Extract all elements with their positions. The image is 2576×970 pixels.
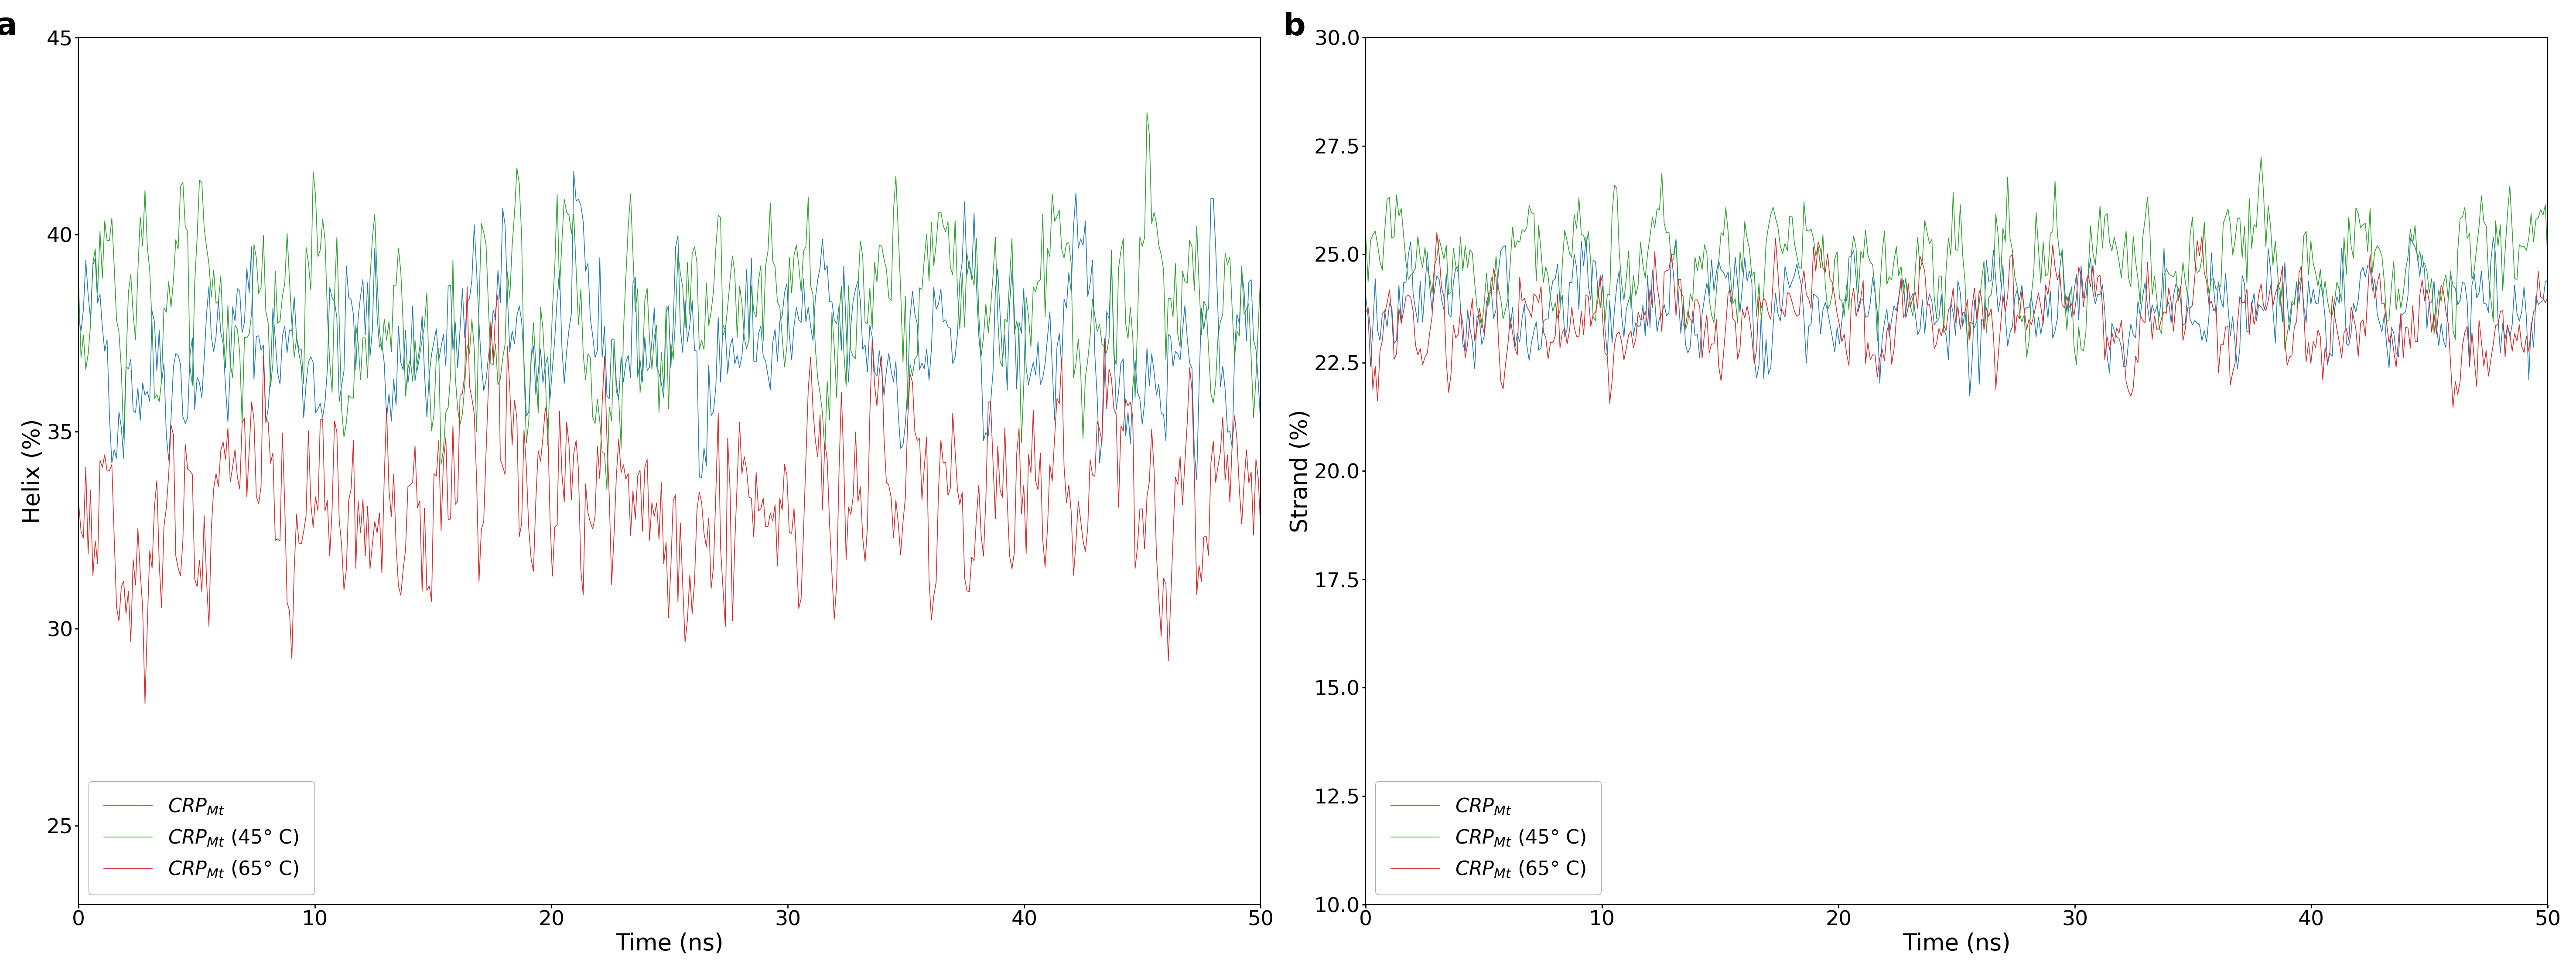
$\mathit{CRP_{Mt}}$ (45° C): [2053, 292, 2084, 304]
$\mathit{CRP_{Mt}}$: [2509, 281, 2540, 293]
X-axis label: Time (ns): Time (ns): [616, 932, 724, 954]
$\mathit{CRP_{Mt}}$: [2532, 275, 2563, 286]
$\mathit{CRP_{Mt}}$: [1994, 327, 2025, 339]
$\mathit{CRP_{Mt}}$ (45° C): [626, 363, 657, 374]
$\mathit{CRP_{Mt}}$ (65° C): [2532, 292, 2563, 304]
Line: $\mathit{CRP_{Mt}}$: $\mathit{CRP_{Mt}}$: [1365, 237, 2548, 396]
$\mathit{CRP_{Mt}}$: [1571, 231, 1602, 242]
Text: a: a: [0, 12, 18, 42]
$\mathit{CRP_{Mt}}$: [2324, 298, 2354, 309]
$\mathit{CRP_{Mt}}$: [1914, 288, 1945, 300]
$\mathit{CRP_{Mt}}$: [1036, 306, 1066, 317]
$\mathit{CRP_{Mt}}$: [559, 166, 590, 178]
Line: $\mathit{CRP_{Mt}}$ (65° C): $\mathit{CRP_{Mt}}$ (65° C): [1365, 233, 2548, 407]
$\mathit{CRP_{Mt}}$ (65° C): [2437, 402, 2468, 413]
$\mathit{CRP_{Mt}}$ (45° C): [2061, 359, 2092, 371]
$\mathit{CRP_{Mt}}$ (65° C): [2056, 298, 2087, 309]
$\mathit{CRP_{Mt}}$ (45° C): [1036, 251, 1066, 263]
Line: $\mathit{CRP_{Mt}}$ (45° C): $\mathit{CRP_{Mt}}$ (45° C): [1365, 157, 2548, 365]
$\mathit{CRP_{Mt}}$: [1221, 308, 1252, 320]
$\mathit{CRP_{Mt}}$ (45° C): [770, 361, 801, 372]
$\mathit{CRP_{Mt}}$ (45° C): [1244, 264, 1275, 275]
$\mathit{CRP_{Mt}}$ (45° C): [1989, 237, 2020, 248]
$\mathit{CRP_{Mt}}$ (65° C): [2509, 346, 2540, 358]
$\mathit{CRP_{Mt}}$ (45° C): [1919, 291, 1950, 303]
$\mathit{CRP_{Mt}}$ (65° C): [64, 498, 95, 509]
$\mathit{CRP_{Mt}}$: [1922, 315, 1953, 327]
$\mathit{CRP_{Mt}}$: [634, 362, 665, 373]
$\mathit{CRP_{Mt}}$ (65° C): [1914, 299, 1945, 310]
Y-axis label: Helix (%): Helix (%): [21, 418, 44, 524]
$\mathit{CRP_{Mt}}$: [2058, 286, 2089, 298]
$\mathit{CRP_{Mt}}$ (65° C): [1036, 475, 1066, 487]
$\mathit{CRP_{Mt}}$ (65° C): [708, 583, 739, 595]
$\mathit{CRP_{Mt}}$: [1244, 420, 1275, 432]
Legend: $\mathit{CRP_{Mt}}$, $\mathit{CRP_{Mt}}$ (45° C), $\mathit{CRP_{Mt}}$ (65° C): $\mathit{CRP_{Mt}}$, $\mathit{CRP_{Mt}}$…: [88, 782, 314, 894]
$\mathit{CRP_{Mt}}$ (65° C): [636, 497, 667, 508]
$\mathit{CRP_{Mt}}$: [706, 376, 737, 388]
$\mathit{CRP_{Mt}}$ (45° C): [592, 484, 623, 496]
$\mathit{CRP_{Mt}}$ (65° C): [629, 462, 659, 473]
$\mathit{CRP_{Mt}}$ (45° C): [2324, 284, 2354, 296]
Line: $\mathit{CRP_{Mt}}$ (45° C): $\mathit{CRP_{Mt}}$ (45° C): [80, 113, 1260, 490]
$\mathit{CRP_{Mt}}$: [64, 311, 95, 323]
X-axis label: Time (ns): Time (ns): [1904, 932, 2012, 954]
$\mathit{CRP_{Mt}}$ (45° C): [1131, 107, 1162, 118]
Text: b: b: [1283, 12, 1306, 42]
$\mathit{CRP_{Mt}}$ (65° C): [1922, 338, 1953, 349]
$\mathit{CRP_{Mt}}$ (45° C): [2532, 256, 2563, 268]
$\mathit{CRP_{Mt}}$ (65° C): [451, 281, 482, 293]
Legend: $\mathit{CRP_{Mt}}$, $\mathit{CRP_{Mt}}$ (45° C), $\mathit{CRP_{Mt}}$ (65° C): $\mathit{CRP_{Mt}}$, $\mathit{CRP_{Mt}}$…: [1376, 782, 1602, 894]
$\mathit{CRP_{Mt}}$ (65° C): [1991, 290, 2022, 302]
Line: $\mathit{CRP_{Mt}}$: $\mathit{CRP_{Mt}}$: [80, 172, 1260, 479]
$\mathit{CRP_{Mt}}$ (65° C): [770, 469, 801, 481]
Y-axis label: Strand (%): Strand (%): [1288, 409, 1311, 533]
$\mathit{CRP_{Mt}}$: [1350, 291, 1381, 303]
$\mathit{CRP_{Mt}}$ (45° C): [706, 211, 737, 223]
$\mathit{CRP_{Mt}}$ (45° C): [1221, 326, 1252, 338]
$\mathit{CRP_{Mt}}$ (65° C): [1422, 227, 1453, 239]
$\mathit{CRP_{Mt}}$ (45° C): [64, 280, 95, 292]
$\mathit{CRP_{Mt}}$ (65° C): [1221, 434, 1252, 445]
$\mathit{CRP_{Mt}}$ (65° C): [129, 697, 160, 709]
$\mathit{CRP_{Mt}}$ (45° C): [2246, 151, 2277, 163]
$\mathit{CRP_{Mt}}$ (65° C): [1350, 307, 1381, 318]
$\mathit{CRP_{Mt}}$ (65° C): [1244, 525, 1275, 536]
$\mathit{CRP_{Mt}}$ (45° C): [634, 334, 665, 345]
$\mathit{CRP_{Mt}}$: [770, 287, 801, 299]
$\mathit{CRP_{Mt}}$ (45° C): [2509, 241, 2540, 252]
$\mathit{CRP_{Mt}}$ (45° C): [1911, 227, 1942, 239]
$\mathit{CRP_{Mt}}$ (65° C): [2321, 324, 2352, 336]
$\mathit{CRP_{Mt}}$ (45° C): [1350, 230, 1381, 242]
$\mathit{CRP_{Mt}}$: [1955, 390, 1986, 402]
$\mathit{CRP_{Mt}}$: [626, 375, 657, 387]
Line: $\mathit{CRP_{Mt}}$ (65° C): $\mathit{CRP_{Mt}}$ (65° C): [80, 287, 1260, 703]
$\mathit{CRP_{Mt}}$: [1182, 473, 1213, 485]
